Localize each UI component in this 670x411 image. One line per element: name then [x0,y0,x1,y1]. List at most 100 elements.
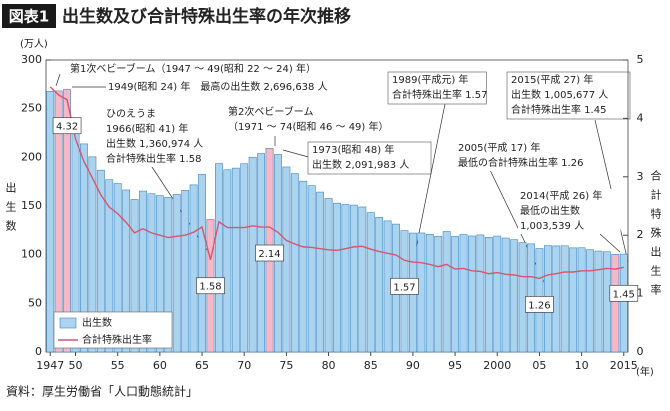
value-label-box [525,296,554,313]
x-tick-label: 90 [406,359,420,372]
annotation-bg [456,141,575,171]
bar [88,156,97,353]
bar [425,234,434,353]
y-tick-label: 150 [21,199,42,212]
bar [80,143,88,353]
bar [442,231,451,353]
x-unit: (年) [636,365,654,378]
y-tick-label: 0 [35,345,42,358]
bar [476,234,485,353]
x-tick-label: 85 [364,359,378,372]
annotation-bg [68,62,343,77]
value-label-box [52,117,82,135]
y-unit: (万人) [20,38,48,50]
y2-tick-label: 1 [637,287,644,300]
source: 資料：厚生労働省「人口動態統計」 [6,384,198,399]
annotation: 出生数 1,005,677 人 [511,88,608,101]
bar [96,169,105,353]
y2-axis-title: 合計特殊出生率 [649,169,662,303]
bar [172,194,181,353]
bar [214,163,223,353]
y2-tick-label: 3 [637,170,644,183]
chart-title: 出生数及び合計特殊出生率の年次推移 [62,6,351,27]
annotation: 2015(平成 27) 年 [511,73,593,86]
annotation: 出生数 2,091,983 人 [312,158,409,171]
bar [341,204,350,353]
annotation: 合計特殊出生率 1.45 [511,103,606,116]
annotation: 1966(昭和 41) 年 [106,122,188,135]
annotation-box [307,141,432,175]
annotation-box [387,71,487,105]
bar [139,190,147,353]
bar [231,167,240,353]
y-axis-title: 出生数 [4,181,17,239]
annotation: 1973(昭和 48) 年 [312,143,394,156]
bar [459,234,468,353]
y-tick-label: 100 [21,248,42,261]
annotation: 2014(平成 26) 年 [520,189,602,202]
rate-line [49,86,624,280]
x-tick-label: 2000 [483,359,511,372]
y2-tick-label: 5 [637,53,644,66]
x-tick-label: 70 [237,359,251,372]
bar [501,237,510,353]
bar [113,183,122,353]
value-label: 4.32 [56,122,78,133]
bar [122,189,131,353]
x-tick-label: 65 [195,359,209,372]
bar [130,199,139,353]
value-label-box [255,244,284,262]
y-tick-label: 200 [21,150,42,163]
annotation-arrow [599,233,621,253]
legend-label: 合計特殊出生率 [82,333,152,346]
bar [594,250,603,353]
annotation: 1949(昭和 24) 年 最高の出生数 2,696,638 人 [108,80,328,93]
value-label: 2.14 [258,249,280,260]
bar [375,217,384,353]
bar [493,235,502,353]
bar [358,206,367,353]
annotation: 最低の合計特殊出生率 1.26 [458,156,583,169]
bar [577,247,586,353]
bar [560,245,569,353]
bar [451,236,460,353]
y-tick-label: 250 [21,102,42,115]
annotation-bg [226,105,427,135]
badge-bg [2,4,56,28]
annotation-box [506,71,631,120]
bar [46,90,55,353]
bar [290,173,299,353]
x-tick-label: 80 [322,359,336,372]
annotation: 1989(平成元) 年 [392,73,468,86]
annotation: 第1次ベビーブーム（1947 ～ 49(昭和 22 ～ 24) 年） [70,62,316,75]
x-tick-label: 60 [153,359,167,372]
bar [333,202,341,353]
x-tick-label: 95 [448,359,462,372]
annotation: 最低の出生数 [520,204,580,217]
annotation: 合計特殊出生率 1.58 [106,152,201,165]
bar [510,239,519,353]
x-tick-label: 05 [532,359,546,372]
annotation-bg [518,189,621,234]
bar [602,251,611,353]
y-tick-label: 300 [21,53,42,66]
legend-label: 出生数 [82,316,112,329]
value-label-box [196,277,225,295]
value-label-box [390,277,419,295]
bar [619,253,628,353]
bar [307,185,316,353]
bar [586,249,594,353]
y2-tick-label: 0 [637,345,644,358]
bar [324,198,333,353]
bar [484,237,493,353]
bar [147,193,156,353]
bar [181,190,190,353]
bar [569,247,578,353]
bar [189,184,198,353]
y2-tick-label: 4 [637,111,644,124]
bar [366,212,375,353]
bar [240,163,249,353]
x-tick-label: 50 [69,359,83,372]
annotation: 第2次ベビーブーム [228,105,313,118]
